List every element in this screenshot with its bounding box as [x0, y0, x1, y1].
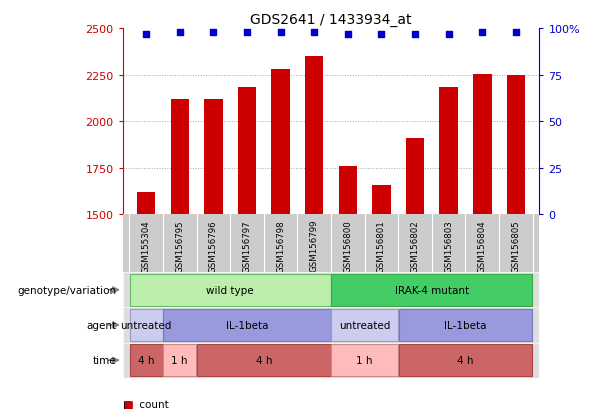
Text: GSM156801: GSM156801 — [377, 219, 386, 272]
Bar — [204, 100, 223, 215]
Point — [410, 31, 420, 38]
Bar — [332, 309, 398, 341]
Text: GSM155304: GSM155304 — [142, 219, 151, 272]
Bar — [130, 344, 162, 376]
Text: GSM156795: GSM156795 — [175, 219, 185, 272]
Title: GDS2641 / 1433934_at: GDS2641 / 1433934_at — [250, 12, 412, 26]
Bar — [332, 344, 398, 376]
Text: GSM156805: GSM156805 — [511, 219, 520, 272]
Text: 4 h: 4 h — [256, 355, 272, 366]
Text: ■: ■ — [123, 399, 132, 408]
Text: GSM156797: GSM156797 — [243, 219, 251, 272]
Text: 1 h: 1 h — [172, 355, 188, 366]
Text: 4 h: 4 h — [457, 355, 474, 366]
Text: 1 h: 1 h — [356, 355, 373, 366]
Point — [310, 29, 319, 36]
Bar — [238, 88, 256, 215]
Point — [478, 29, 487, 36]
Point — [511, 29, 521, 36]
Text: time: time — [93, 355, 116, 366]
Bar — [398, 344, 532, 376]
Bar — [440, 88, 458, 215]
Bar — [398, 309, 532, 341]
Bar — [372, 186, 390, 215]
Point — [175, 29, 185, 36]
Bar — [507, 76, 525, 215]
Text: ■  count: ■ count — [123, 399, 169, 408]
Bar — [473, 74, 492, 215]
Text: GSM156802: GSM156802 — [411, 219, 419, 272]
Point — [343, 31, 352, 38]
Text: agent: agent — [86, 320, 116, 330]
Text: GSM156800: GSM156800 — [343, 219, 352, 272]
Text: GSM156796: GSM156796 — [209, 219, 218, 272]
Bar — [332, 274, 532, 306]
Point — [242, 29, 252, 36]
Bar — [406, 139, 424, 215]
Text: untreated: untreated — [120, 320, 172, 330]
Point — [141, 31, 151, 38]
Bar — [197, 344, 330, 376]
Text: wild type: wild type — [207, 285, 254, 295]
Point — [276, 29, 286, 36]
Text: GSM156804: GSM156804 — [478, 219, 487, 272]
Text: GSM156803: GSM156803 — [444, 219, 453, 272]
Text: GSM156799: GSM156799 — [310, 219, 319, 272]
Bar — [305, 57, 324, 215]
Text: untreated: untreated — [339, 320, 390, 330]
Text: GSM156798: GSM156798 — [276, 219, 285, 272]
Bar — [130, 274, 330, 306]
Bar — [163, 309, 330, 341]
Bar — [130, 309, 162, 341]
Point — [376, 31, 386, 38]
Text: IRAK-4 mutant: IRAK-4 mutant — [395, 285, 469, 295]
Bar — [170, 100, 189, 215]
Text: 4 h: 4 h — [138, 355, 154, 366]
Text: IL-1beta: IL-1beta — [226, 320, 268, 330]
Bar — [338, 166, 357, 215]
Bar — [137, 192, 155, 215]
Bar — [272, 70, 290, 215]
Text: IL-1beta: IL-1beta — [444, 320, 487, 330]
Point — [208, 29, 218, 36]
Point — [444, 31, 454, 38]
Bar — [163, 344, 196, 376]
Text: genotype/variation: genotype/variation — [17, 285, 116, 295]
